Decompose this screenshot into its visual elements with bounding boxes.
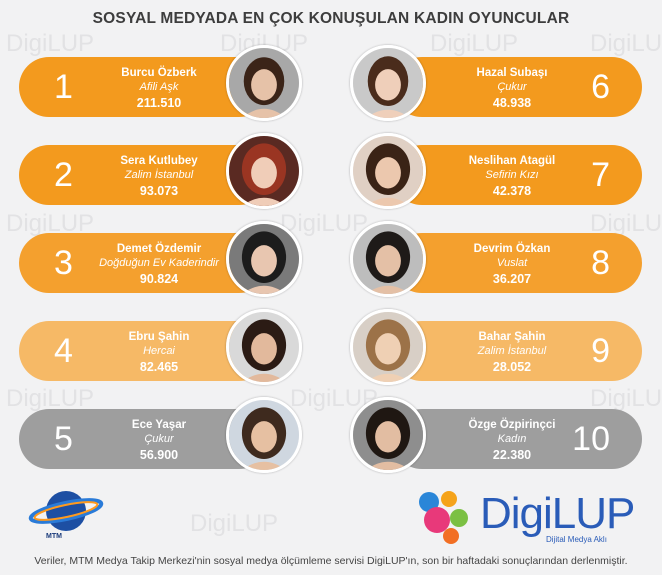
mention-score: 90.824 [139, 272, 179, 286]
mention-score: 36.207 [492, 272, 532, 286]
show-title: Vuslat [496, 257, 528, 269]
rank-number: 8 [591, 244, 610, 282]
rank-card-10: 10 Özge Özpirinçci Kadın 22.380 [392, 409, 642, 469]
mention-score: 82.465 [139, 360, 179, 374]
show-title: Çukur [497, 81, 527, 93]
show-title: Hercai [143, 345, 175, 357]
show-title: Kadın [497, 433, 527, 445]
portrait-photo [226, 133, 302, 209]
watermark: DigiLUP [190, 510, 279, 537]
watermark: DigiLUP [6, 30, 95, 57]
show-title: Zalim İstanbul [124, 169, 194, 181]
actress-name: Neslihan Atagül [468, 155, 556, 167]
watermark: DigiLUP [430, 30, 519, 57]
rank-number: 2 [54, 156, 73, 194]
portrait-photo [226, 45, 302, 121]
rank-card-6: 6 Hazal Subaşı Çukur 48.938 [392, 57, 642, 117]
mention-score: 93.073 [139, 184, 179, 198]
portrait-photo [350, 221, 426, 297]
actress-name: Burcu Özberk [121, 67, 197, 79]
digilup-tagline: Dijital Medya Aklı [546, 535, 607, 544]
rank-card-8: 8 Devrim Özkan Vuslat 36.207 [392, 233, 642, 293]
rank-card-9: 9 Bahar Şahin Zalim İstanbul 28.052 [392, 321, 642, 381]
show-title: Afili Aşk [139, 81, 179, 93]
portrait-photo [226, 397, 302, 473]
rank-number: 5 [54, 420, 73, 458]
show-title: Sefirin Kızı [485, 169, 539, 181]
rank-number: 3 [54, 244, 73, 282]
rank-number: 4 [54, 332, 73, 370]
digilup-wordmark: DigiLUP [480, 489, 635, 538]
show-title: Çukur [144, 433, 174, 445]
portrait-photo [226, 221, 302, 297]
mention-score: 56.900 [139, 448, 179, 462]
rank-card-5: 5 Ece Yaşar Çukur 56.900 [19, 409, 269, 469]
show-title: Zalim İstanbul [477, 345, 547, 357]
digilup-bubbles-logo [419, 491, 468, 544]
rank-number: 10 [572, 420, 610, 458]
portrait-photo [350, 397, 426, 473]
rank-card-7: 7 Neslihan Atagül Sefirin Kızı 42.378 [392, 145, 642, 205]
actress-name: Hazal Subaşı [476, 67, 548, 79]
mention-score: 48.938 [492, 96, 532, 110]
actress-name: Ebru Şahin [128, 331, 190, 343]
actress-name: Bahar Şahin [478, 331, 546, 343]
actress-name: Ece Yaşar [131, 419, 187, 431]
mtm-logo-label: MTM [46, 533, 62, 540]
actress-name: Sera Kutlubey [120, 155, 198, 167]
rank-number: 9 [591, 332, 610, 370]
rank-number: 6 [591, 68, 610, 106]
mention-score: 22.380 [492, 448, 532, 462]
rank-number: 7 [591, 156, 610, 194]
portrait-photo [350, 45, 426, 121]
actress-name: Demet Özdemir [116, 243, 202, 255]
mtm-globe-logo [28, 491, 104, 531]
portrait-photo [350, 309, 426, 385]
mention-score: 42.378 [492, 184, 532, 198]
actress-name: Özge Özpirinçci [468, 419, 556, 431]
show-title: Doğduğun Ev Kaderindir [99, 257, 219, 269]
actress-name: Devrim Özkan [473, 243, 551, 255]
page-title: SOSYAL MEDYADA EN ÇOK KONUŞULAN KADIN OY… [92, 10, 570, 27]
mention-score: 211.510 [136, 96, 182, 110]
rank-number: 1 [54, 68, 73, 106]
watermark: DigiLUP [590, 30, 662, 57]
mention-score: 28.052 [492, 360, 532, 374]
portrait-photo [226, 309, 302, 385]
source-footnote: Veriler, MTM Medya Takip Merkezi'nin sos… [34, 555, 628, 567]
portrait-photo [350, 133, 426, 209]
